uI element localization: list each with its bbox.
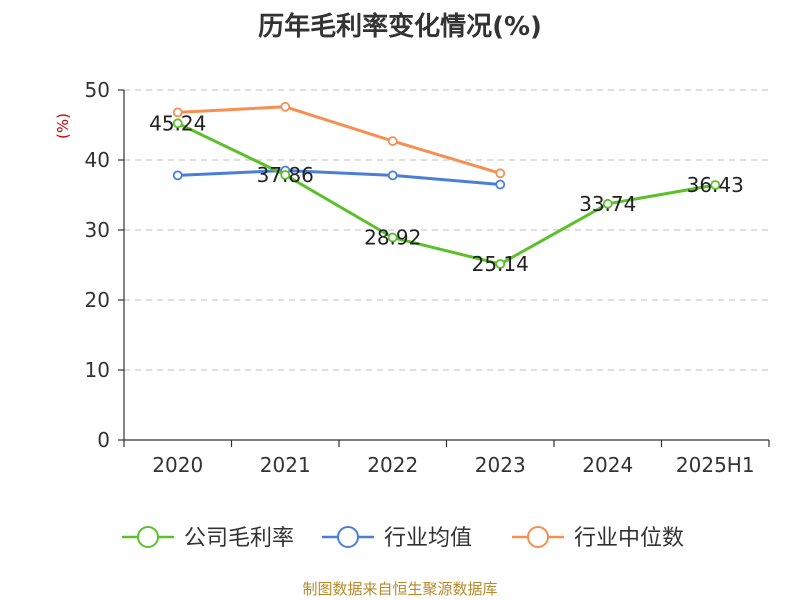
legend-swatch-marker-0 [137,526,159,548]
data-label: 36.43 [687,173,744,197]
data-point-2 [172,107,183,118]
series-line-0 [177,121,716,266]
x-tick-label: 2022 [367,453,418,477]
data-label: 45.24 [149,111,206,135]
legend-label-1: 行业均值 [384,526,472,551]
grid-lines [124,89,769,371]
data-label: 25.14 [472,252,529,276]
series-line-2 [177,105,501,175]
data-labels: 45.24 37.86 28.92 25.14 33.74 36.43 [149,111,744,276]
x-tick-label: 2021 [260,453,311,477]
legend[interactable]: 公司毛利率 行业均值 行业中位数 [122,526,684,551]
y-tick-label: 0 [97,428,110,452]
x-tick-label: 2024 [582,453,633,477]
data-label: 33.74 [579,192,636,216]
y-tick-label: 10 [85,358,110,382]
data-point-2 [495,168,506,179]
data-point-0 [387,232,398,243]
data-label: 37.86 [257,163,314,187]
y-tick-label: 30 [85,218,110,242]
chart-title: 历年毛利率变化情况(%) [258,12,542,42]
legend-label-0: 公司毛利率 [184,526,294,551]
data-point-0 [280,170,291,180]
data-point-0 [710,180,721,190]
x-tick-label: 2020 [152,453,203,477]
y-tick-label: 40 [85,148,110,172]
source-footer: 制图数据来自恒生聚源数据库 [302,580,498,598]
data-point-0 [602,198,613,209]
x-tick-label: 2025H1 [676,453,755,477]
axes: 0 10 20 30 40 50 2020 2021 2022 2023 2024 2025H1 [85,78,770,477]
x-tick-label: 2023 [475,453,526,477]
y-tick-label: 20 [85,288,110,312]
series-lines [172,101,721,269]
legend-swatch-marker-1 [337,526,359,548]
data-label: 28.92 [364,226,421,250]
data-point-2 [280,101,291,112]
series-line-1 [177,169,501,186]
data-point-2 [387,136,398,147]
data-point-1 [172,170,183,181]
y-axis-label: (%) [54,113,72,139]
data-point-0 [495,259,506,269]
y-tick-label: 50 [85,78,110,102]
data-point-0 [172,118,183,129]
data-point-1 [387,170,398,181]
data-point-1 [495,179,506,190]
legend-swatch-marker-2 [527,526,549,548]
legend-label-2: 行业中位数 [574,526,684,551]
